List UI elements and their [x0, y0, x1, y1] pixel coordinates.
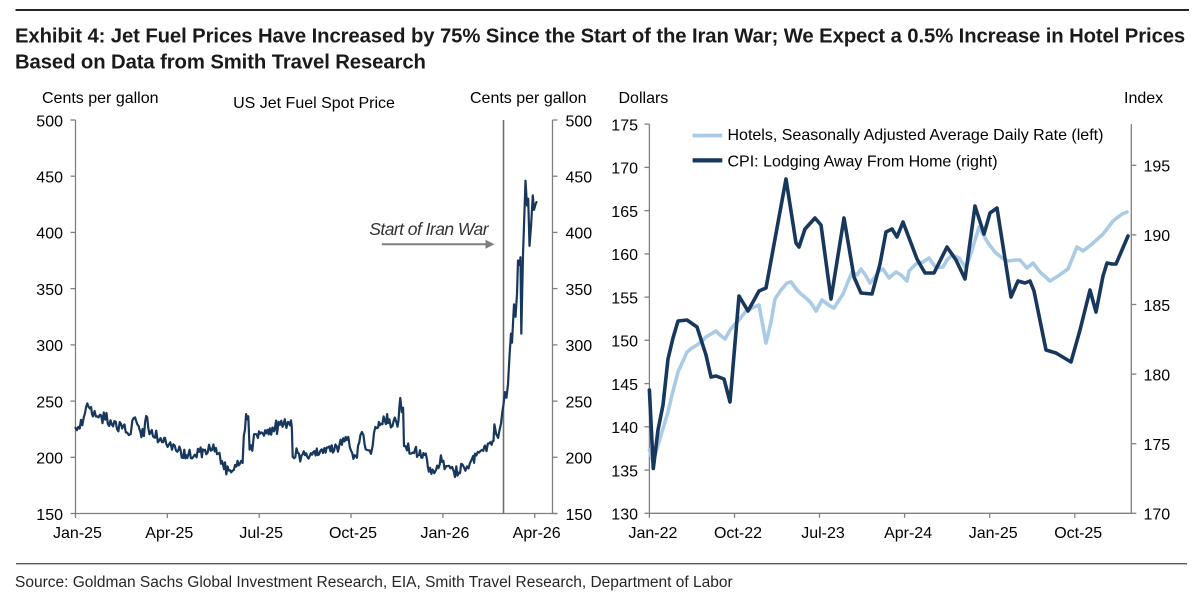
svg-text:150: 150: [36, 507, 63, 524]
svg-text:450: 450: [36, 170, 63, 187]
svg-text:Jul-25: Jul-25: [239, 525, 283, 542]
svg-text:140: 140: [611, 420, 638, 437]
svg-text:350: 350: [36, 282, 63, 299]
svg-text:165: 165: [611, 204, 638, 221]
svg-text:170: 170: [1144, 507, 1171, 524]
svg-text:Apr-25: Apr-25: [145, 525, 193, 542]
svg-text:Cents per gallon: Cents per gallon: [42, 90, 159, 107]
svg-text:200: 200: [36, 451, 63, 468]
svg-text:500: 500: [36, 113, 63, 130]
svg-text:Exhibit 4: Jet Fuel Prices Hav: Exhibit 4: Jet Fuel Prices Have Increase…: [15, 26, 1185, 48]
svg-text:180: 180: [1144, 367, 1171, 384]
svg-text:190: 190: [1144, 228, 1171, 245]
svg-text:400: 400: [36, 226, 63, 243]
svg-text:130: 130: [611, 507, 638, 524]
svg-text:450: 450: [566, 170, 593, 187]
svg-text:Index: Index: [1124, 90, 1163, 107]
svg-text:Based on Data from Smith Trave: Based on Data from Smith Travel Research: [15, 52, 426, 74]
svg-text:Source: Goldman Sachs Global I: Source: Goldman Sachs Global Investment …: [15, 574, 733, 591]
svg-text:Start of Iran War: Start of Iran War: [369, 219, 489, 239]
svg-text:Apr-24: Apr-24: [884, 525, 932, 542]
svg-text:195: 195: [1144, 159, 1171, 176]
svg-text:Jan-26: Jan-26: [420, 525, 469, 542]
svg-text:Apr-26: Apr-26: [513, 525, 561, 542]
svg-text:160: 160: [611, 247, 638, 264]
svg-text:300: 300: [36, 338, 63, 355]
svg-text:Oct-22: Oct-22: [714, 525, 762, 542]
svg-text:200: 200: [566, 451, 593, 468]
svg-text:175: 175: [1144, 437, 1171, 454]
svg-text:Oct-25: Oct-25: [1054, 525, 1102, 542]
svg-text:CPI: Lodging Away From Home (r: CPI: Lodging Away From Home (right): [728, 154, 998, 171]
svg-text:500: 500: [566, 113, 593, 130]
svg-text:Oct-25: Oct-25: [329, 525, 377, 542]
svg-text:150: 150: [566, 507, 593, 524]
svg-text:Jul-23: Jul-23: [801, 525, 845, 542]
svg-text:Jan-25: Jan-25: [53, 525, 102, 542]
svg-text:Hotels, Seasonally Adjusted Av: Hotels, Seasonally Adjusted Average Dail…: [728, 127, 1104, 144]
svg-text:250: 250: [566, 394, 593, 411]
svg-text:250: 250: [36, 394, 63, 411]
svg-text:US Jet Fuel Spot Price: US Jet Fuel Spot Price: [233, 95, 395, 112]
svg-text:170: 170: [611, 161, 638, 178]
svg-text:Cents per gallon: Cents per gallon: [470, 90, 587, 107]
svg-text:400: 400: [566, 226, 593, 243]
svg-text:185: 185: [1144, 298, 1171, 315]
svg-text:350: 350: [566, 282, 593, 299]
svg-text:Jan-25: Jan-25: [969, 525, 1018, 542]
svg-text:Dollars: Dollars: [619, 90, 669, 107]
svg-text:175: 175: [611, 117, 638, 134]
svg-text:135: 135: [611, 463, 638, 480]
svg-text:Jan-22: Jan-22: [628, 525, 677, 542]
svg-text:145: 145: [611, 377, 638, 394]
svg-text:150: 150: [611, 334, 638, 351]
svg-text:155: 155: [611, 290, 638, 307]
svg-text:300: 300: [566, 338, 593, 355]
